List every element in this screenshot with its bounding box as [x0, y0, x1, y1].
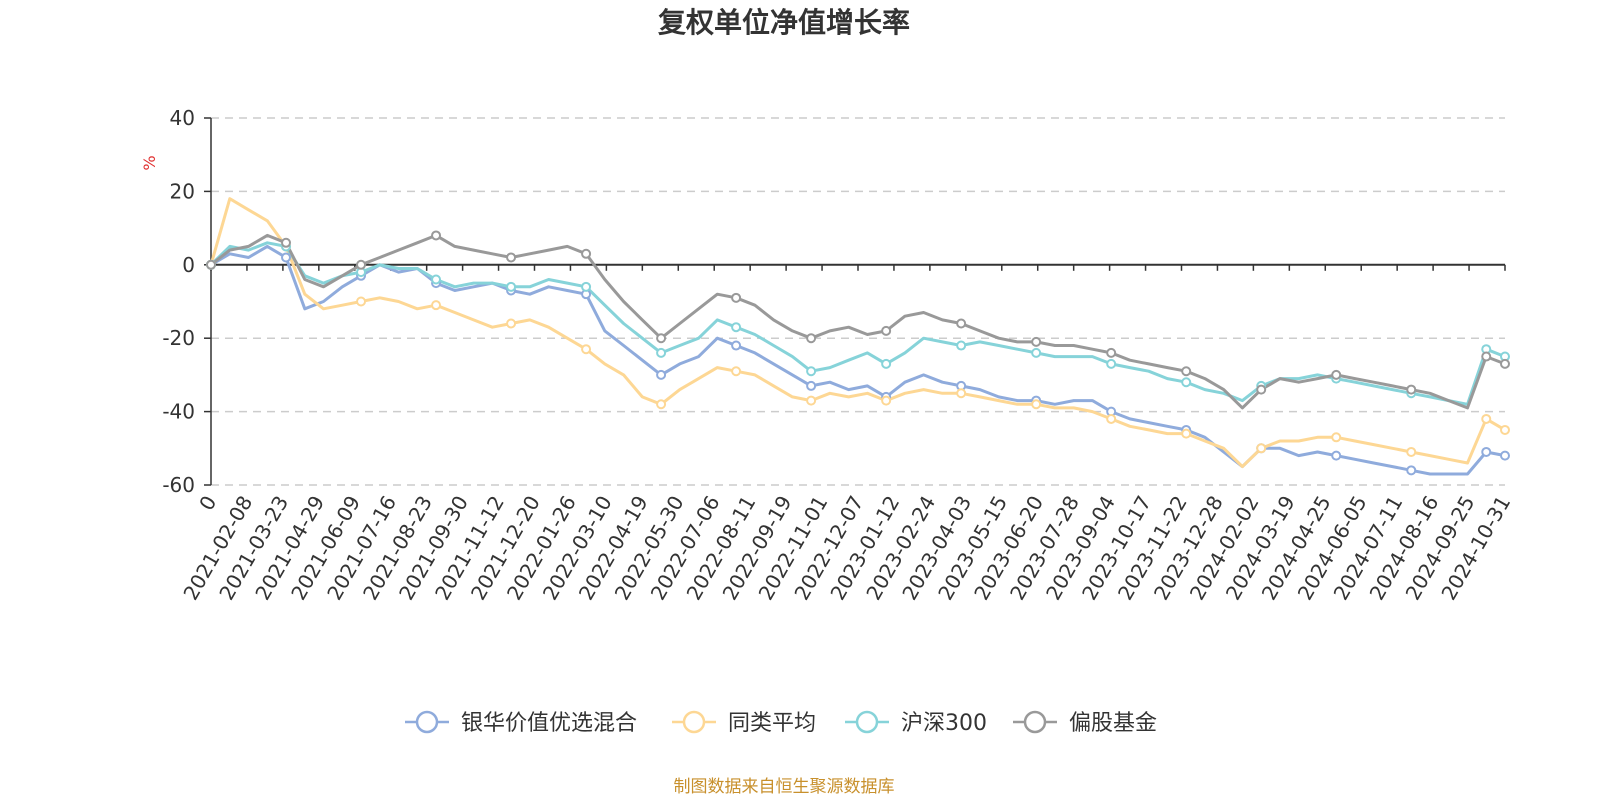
legend-label-0: 银华价值优选混合 — [461, 711, 637, 736]
series-line-3 — [210, 233, 1506, 410]
series-marker-2 — [1031, 347, 1042, 358]
series-marker-2 — [506, 281, 517, 292]
series-marker-3 — [356, 259, 367, 270]
series-marker-1 — [656, 399, 667, 410]
y-tick-label: 20 — [170, 179, 195, 203]
series-marker-3 — [1481, 351, 1492, 362]
series-marker-0 — [656, 369, 667, 380]
grid-lines — [211, 117, 1505, 486]
y-tick-label: -60 — [162, 473, 195, 497]
series-markers — [206, 230, 1510, 476]
series-marker-0 — [806, 380, 817, 391]
series-marker-0 — [1481, 446, 1492, 457]
series-marker-1 — [506, 318, 517, 329]
series-marker-2 — [1106, 358, 1117, 369]
series-marker-2 — [956, 340, 967, 351]
legend-label-2: 沪深300 — [901, 711, 987, 736]
series-marker-1 — [1256, 443, 1267, 454]
legend: 银华价值优选混合 同类平均 沪深300 偏股基金 — [405, 710, 1157, 736]
series-marker-3 — [1331, 369, 1342, 380]
y-tick-label: -20 — [162, 326, 195, 350]
series-marker-1 — [1181, 428, 1192, 439]
series-marker-1 — [581, 344, 592, 355]
series-marker-1 — [731, 366, 742, 377]
series-marker-3 — [656, 333, 667, 344]
y-axis-unit: % — [140, 155, 159, 170]
legend-label-3: 偏股基金 — [1069, 711, 1157, 736]
series-lines — [209, 197, 1506, 476]
series-marker-3 — [281, 237, 292, 248]
series-marker-3 — [731, 292, 742, 303]
series-marker-3 — [206, 259, 216, 270]
series-marker-3 — [881, 325, 892, 336]
series-marker-3 — [1406, 384, 1417, 395]
series-marker-2 — [656, 347, 667, 358]
series-marker-1 — [1331, 432, 1342, 443]
series-marker-2 — [806, 366, 817, 377]
legend-marker-3 — [1023, 710, 1047, 734]
series-marker-1 — [881, 395, 892, 406]
series-marker-3 — [431, 230, 442, 241]
series-marker-2 — [881, 358, 892, 369]
series-line-1 — [209, 197, 1506, 469]
series-marker-0 — [1500, 450, 1510, 461]
series-line-2 — [209, 241, 1506, 406]
series-marker-1 — [1106, 413, 1117, 424]
y-tick-label: -40 — [162, 400, 195, 424]
series-marker-3 — [806, 333, 817, 344]
series-marker-2 — [731, 322, 742, 333]
series-marker-1 — [1500, 424, 1510, 435]
series-marker-1 — [1406, 446, 1417, 457]
x-tick-label: 0 — [194, 492, 221, 515]
series-marker-0 — [281, 252, 292, 263]
legend-marker-1 — [682, 710, 706, 734]
series-line-0 — [210, 244, 1506, 476]
series-marker-3 — [1031, 336, 1042, 347]
chart-title: 复权单位净值增长率 — [658, 6, 910, 39]
legend-label-1: 同类平均 — [728, 711, 816, 736]
series-marker-3 — [581, 248, 592, 259]
series-marker-2 — [1181, 377, 1192, 388]
axes: 40200-20-40-6002021-02-082021-03-232021-… — [162, 106, 1515, 604]
series-marker-3 — [1106, 347, 1117, 358]
series-marker-2 — [431, 274, 442, 285]
source-note: 制图数据来自恒生聚源数据库 — [674, 777, 895, 797]
series-marker-0 — [1331, 450, 1342, 461]
series-marker-1 — [431, 300, 442, 311]
series-marker-3 — [1181, 366, 1192, 377]
series-marker-1 — [806, 395, 817, 406]
series-marker-1 — [956, 388, 967, 399]
y-tick-label: 0 — [182, 253, 195, 277]
series-marker-1 — [356, 296, 367, 307]
legend-marker-0 — [415, 710, 439, 734]
series-marker-3 — [1500, 358, 1510, 369]
y-tick-label: 40 — [170, 106, 195, 130]
series-marker-0 — [731, 340, 742, 351]
series-marker-1 — [1481, 413, 1492, 424]
legend-marker-2 — [855, 710, 879, 734]
series-marker-3 — [1256, 384, 1267, 395]
series-marker-0 — [1406, 465, 1417, 476]
series-marker-3 — [506, 252, 517, 263]
series-marker-2 — [581, 281, 592, 292]
series-marker-1 — [1031, 399, 1042, 410]
series-marker-3 — [956, 318, 967, 329]
